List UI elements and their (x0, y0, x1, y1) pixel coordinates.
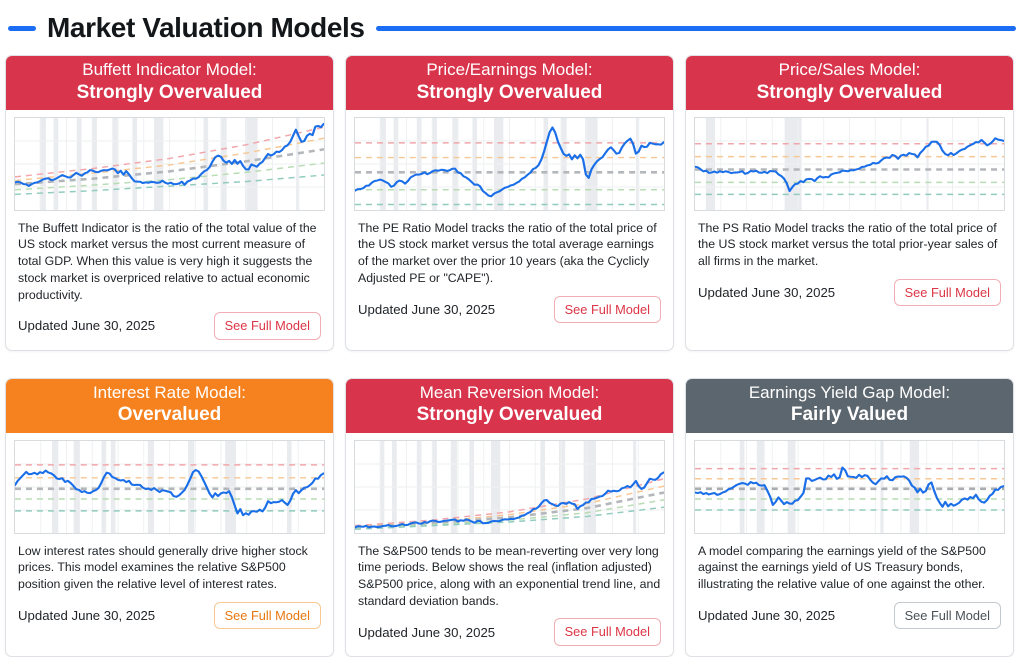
see-full-model-button[interactable]: See Full Model (213, 601, 321, 630)
accent-dash (8, 25, 36, 31)
updated-date: Updated June 30, 2025 (18, 318, 156, 334)
page-header: Market Valuation Models (0, 0, 1024, 55)
updated-date: Updated June 30, 2025 (698, 285, 836, 301)
see-full-model-button[interactable]: See Full Model (213, 312, 321, 340)
card-status-label: Strongly Overvalued (76, 81, 263, 103)
valuation-chart-svg (15, 440, 324, 533)
card-header: Price/Sales Model: Strongly Overvalued (686, 55, 1013, 110)
card-footer: Updated June 30, 2025 See Full Model (686, 593, 1013, 630)
see-full-model-button[interactable]: See Full Model (553, 618, 661, 646)
card-status-label: Strongly Overvalued (756, 81, 943, 103)
card-description: The Buffett Indicator is the ratio of th… (18, 220, 317, 302)
card-header: Price/Earnings Model: Strongly Overvalue… (346, 55, 673, 110)
chart-panel (14, 439, 325, 534)
updated-date: Updated June 30, 2025 (358, 301, 496, 317)
card-description: The PE Ratio Model tracks the ratio of t… (358, 220, 657, 285)
card-buffett-indicator-model: Buffett Indicator Model: Strongly Overva… (5, 54, 334, 351)
see-full-model-button[interactable]: See Full Model (893, 601, 1001, 630)
card-header: Mean Reversion Model: Strongly Overvalue… (346, 378, 673, 433)
card-title: Price/Earnings Model: (426, 59, 593, 79)
chart-panel (694, 116, 1005, 211)
see-full-model-button[interactable]: See Full Model (553, 295, 661, 323)
card-price-earnings-model: Price/Earnings Model: Strongly Overvalue… (345, 54, 674, 351)
chart-panel (354, 116, 665, 211)
card-footer: Updated June 30, 2025 See Full Model (346, 287, 673, 323)
card-description: The PS Ratio Model tracks the ratio of t… (698, 220, 998, 269)
card-mean-reversion-model: Mean Reversion Model: Strongly Overvalue… (345, 377, 674, 657)
card-status-label: Strongly Overvalued (416, 81, 603, 103)
card-header: Buffett Indicator Model: Strongly Overva… (6, 55, 333, 110)
valuation-chart-svg (15, 117, 324, 210)
updated-date: Updated June 30, 2025 (698, 607, 836, 623)
card-header: Earnings Yield Gap Model: Fairly Valued (686, 378, 1013, 433)
card-footer: Updated June 30, 2025 See Full Model (686, 270, 1013, 307)
valuation-chart-svg (695, 117, 1004, 210)
card-title: Interest Rate Model: (92, 382, 247, 402)
valuation-chart-svg (695, 440, 1004, 533)
card-interest-rate-model: Interest Rate Model: Overvalued Low inte… (5, 377, 334, 657)
card-footer: Updated June 30, 2025 See Full Model (6, 593, 333, 630)
chart-panel (14, 116, 325, 211)
card-title: Buffett Indicator Model: (82, 59, 257, 79)
card-footer: Updated June 30, 2025 See Full Model (346, 609, 673, 646)
page-title: Market Valuation Models (47, 12, 365, 43)
chart-panel (694, 439, 1005, 534)
card-title: Mean Reversion Model: (419, 382, 600, 402)
card-description: A model comparing the earnings yield of … (698, 543, 986, 591)
valuation-chart-svg (355, 117, 664, 210)
card-price-sales-model: Price/Sales Model: Strongly Overvalued T… (685, 54, 1014, 351)
card-description: The S&P500 tends to be mean-reverting ov… (358, 543, 661, 608)
card-title: Price/Sales Model: (778, 59, 921, 79)
card-description: Low interest rates should generally driv… (18, 543, 308, 591)
updated-date: Updated June 30, 2025 (18, 607, 156, 623)
card-status-label: Overvalued (117, 404, 222, 426)
card-status-label: Strongly Overvalued (416, 404, 603, 426)
card-title: Earnings Yield Gap Model: (748, 382, 951, 402)
model-cards-grid: Buffett Indicator Model: Strongly Overva… (0, 54, 1024, 657)
card-status-label: Fairly Valued (790, 404, 909, 426)
accent-rule (375, 25, 1016, 31)
see-full-model-button[interactable]: See Full Model (893, 278, 1001, 307)
card-earnings-yield-gap-model: Earnings Yield Gap Model: Fairly Valued … (685, 377, 1014, 657)
card-header: Interest Rate Model: Overvalued (6, 378, 333, 433)
card-footer: Updated June 30, 2025 See Full Model (6, 303, 333, 340)
updated-date: Updated June 30, 2025 (358, 624, 496, 640)
valuation-chart-svg (355, 440, 664, 533)
chart-panel (354, 439, 665, 534)
